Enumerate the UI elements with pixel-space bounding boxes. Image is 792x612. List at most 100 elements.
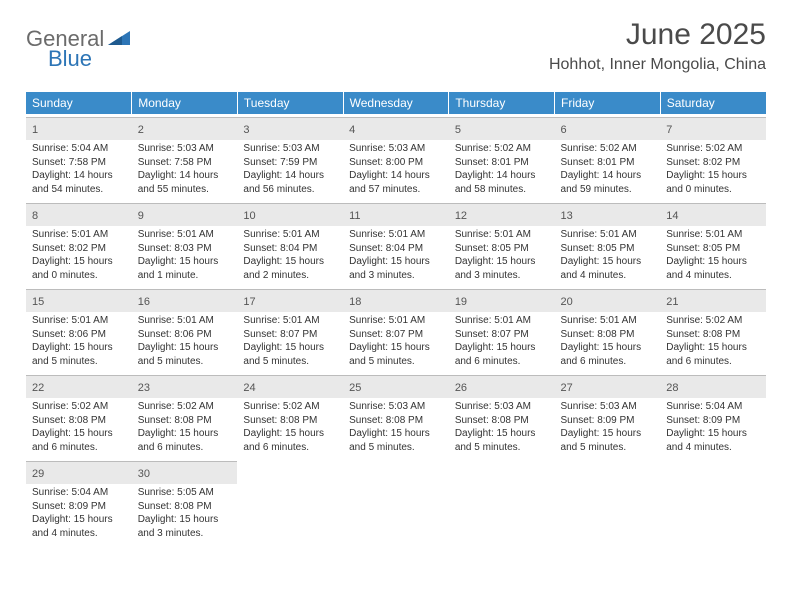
calendar-day-cell: 7Sunrise: 5:02 AMSunset: 8:02 PMDaylight… — [660, 114, 766, 200]
day-sunrise: Sunrise: 5:01 AM — [561, 314, 655, 328]
weekday-header: Sunday — [26, 92, 132, 114]
calendar-day-cell — [555, 458, 661, 544]
day-daylight2: and 3 minutes. — [455, 269, 549, 283]
day-number: 1 — [32, 124, 38, 136]
day-sunrise: Sunrise: 5:01 AM — [32, 228, 126, 242]
day-info: Sunrise: 5:01 AMSunset: 8:07 PMDaylight:… — [243, 312, 337, 368]
calendar-day-cell: 22 Sunrise: 5:02 AMSunset: 8:08 PMDayligh… — [26, 372, 132, 458]
day-daylight2: and 54 minutes. — [32, 183, 126, 197]
calendar-day-cell: 14Sunrise: 5:01 AMSunset: 8:05 PMDayligh… — [660, 200, 766, 286]
month-title: June 2025 — [549, 18, 766, 52]
day-sunset: Sunset: 7:59 PM — [243, 156, 337, 170]
day-info: Sunrise: 5:02 AMSunset: 8:08 PMDaylight:… — [666, 312, 760, 368]
calendar-week-row: 15 Sunrise: 5:01 AMSunset: 8:06 PMDayligh… — [26, 286, 766, 372]
day-daylight2: and 6 minutes. — [666, 355, 760, 369]
day-daylight2: and 4 minutes. — [666, 269, 760, 283]
day-sunrise: Sunrise: 5:01 AM — [349, 314, 443, 328]
day-sunset: Sunset: 8:01 PM — [561, 156, 655, 170]
day-daylight2: and 58 minutes. — [455, 183, 549, 197]
day-info: Sunrise: 5:01 AMSunset: 8:07 PMDaylight:… — [455, 312, 549, 368]
day-daylight1: Daylight: 15 hours — [561, 341, 655, 355]
day-daylight2: and 6 minutes. — [243, 441, 337, 455]
day-daylight2: and 4 minutes. — [666, 441, 760, 455]
day-daylight2: and 2 minutes. — [243, 269, 337, 283]
day-info: Sunrise: 5:03 AMSunset: 7:59 PMDaylight:… — [243, 140, 337, 196]
day-sunset: Sunset: 8:05 PM — [455, 242, 549, 256]
day-info: Sunrise: 5:01 AMSunset: 8:06 PMDaylight:… — [138, 312, 232, 368]
calendar-day-cell: 26Sunrise: 5:03 AMSunset: 8:08 PMDayligh… — [449, 372, 555, 458]
day-number: 13 — [561, 210, 573, 222]
day-sunset: Sunset: 8:09 PM — [32, 500, 126, 514]
day-number: 10 — [243, 210, 255, 222]
day-number: 9 — [138, 210, 144, 222]
day-number: 20 — [561, 296, 573, 308]
day-daylight1: Daylight: 14 hours — [455, 169, 549, 183]
day-info: Sunrise: 5:03 AMSunset: 8:08 PMDaylight:… — [349, 398, 443, 454]
day-number: 19 — [455, 296, 467, 308]
day-sunrise: Sunrise: 5:04 AM — [666, 400, 760, 414]
day-sunrise: Sunrise: 5:01 AM — [455, 228, 549, 242]
day-sunrise: Sunrise: 5:05 AM — [138, 486, 232, 500]
day-daylight1: Daylight: 15 hours — [455, 341, 549, 355]
brand-word-2: Blue — [48, 46, 92, 72]
day-daylight1: Daylight: 15 hours — [561, 255, 655, 269]
calendar-day-cell: 27Sunrise: 5:03 AMSunset: 8:09 PMDayligh… — [555, 372, 661, 458]
day-sunset: Sunset: 8:02 PM — [32, 242, 126, 256]
brand-triangle-icon — [108, 27, 130, 45]
calendar-day-cell: 6Sunrise: 5:02 AMSunset: 8:01 PMDaylight… — [555, 114, 661, 200]
day-daylight1: Daylight: 15 hours — [349, 427, 443, 441]
day-number: 25 — [349, 382, 361, 394]
day-info: Sunrise: 5:01 AMSunset: 8:03 PMDaylight:… — [138, 226, 232, 282]
calendar-day-cell: 11Sunrise: 5:01 AMSunset: 8:04 PMDayligh… — [343, 200, 449, 286]
day-daylight1: Daylight: 15 hours — [138, 513, 232, 527]
calendar-week-row: 1 Sunrise: 5:04 AMSunset: 7:58 PMDaylight… — [26, 114, 766, 200]
calendar-day-cell: 12Sunrise: 5:01 AMSunset: 8:05 PMDayligh… — [449, 200, 555, 286]
day-sunrise: Sunrise: 5:03 AM — [138, 142, 232, 156]
calendar-day-cell: 1 Sunrise: 5:04 AMSunset: 7:58 PMDaylight… — [26, 114, 132, 200]
day-info: Sunrise: 5:01 AMSunset: 8:05 PMDaylight:… — [455, 226, 549, 282]
weekday-header: Monday — [132, 92, 238, 114]
day-info: Sunrise: 5:01 AMSunset: 8:05 PMDaylight:… — [666, 226, 760, 282]
day-daylight1: Daylight: 15 hours — [243, 341, 337, 355]
day-sunset: Sunset: 8:08 PM — [243, 414, 337, 428]
calendar-day-cell: 5Sunrise: 5:02 AMSunset: 8:01 PMDaylight… — [449, 114, 555, 200]
day-info: Sunrise: 5:03 AMSunset: 7:58 PMDaylight:… — [138, 140, 232, 196]
day-info: Sunrise: 5:03 AMSunset: 8:09 PMDaylight:… — [561, 398, 655, 454]
day-sunrise: Sunrise: 5:03 AM — [455, 400, 549, 414]
day-info: Sunrise: 5:04 AMSunset: 8:09 PMDaylight:… — [32, 484, 126, 540]
day-sunset: Sunset: 8:01 PM — [455, 156, 549, 170]
day-sunset: Sunset: 8:04 PM — [243, 242, 337, 256]
day-daylight2: and 1 minute. — [138, 269, 232, 283]
day-info: Sunrise: 5:02 AMSunset: 8:08 PMDaylight:… — [243, 398, 337, 454]
title-block: June 2025 Hohhot, Inner Mongolia, China — [549, 18, 766, 74]
day-sunrise: Sunrise: 5:01 AM — [138, 314, 232, 328]
calendar-header-row: Sunday Monday Tuesday Wednesday Thursday… — [26, 92, 766, 114]
day-daylight1: Daylight: 14 hours — [349, 169, 443, 183]
day-info: Sunrise: 5:04 AMSunset: 7:58 PMDaylight:… — [32, 140, 126, 196]
day-number: 30 — [138, 468, 150, 480]
day-daylight2: and 5 minutes. — [561, 441, 655, 455]
day-number: 15 — [32, 296, 44, 308]
day-sunset: Sunset: 8:09 PM — [666, 414, 760, 428]
day-sunset: Sunset: 8:04 PM — [349, 242, 443, 256]
day-sunrise: Sunrise: 5:01 AM — [349, 228, 443, 242]
day-daylight1: Daylight: 14 hours — [32, 169, 126, 183]
day-info: Sunrise: 5:02 AMSunset: 8:08 PMDaylight:… — [32, 398, 126, 454]
calendar-day-cell: 20Sunrise: 5:01 AMSunset: 8:08 PMDayligh… — [555, 286, 661, 372]
weekday-header: Saturday — [660, 92, 766, 114]
day-sunrise: Sunrise: 5:02 AM — [666, 142, 760, 156]
day-daylight2: and 5 minutes. — [32, 355, 126, 369]
day-info: Sunrise: 5:05 AMSunset: 8:08 PMDaylight:… — [138, 484, 232, 540]
day-number: 23 — [138, 382, 150, 394]
calendar-day-cell — [660, 458, 766, 544]
day-info: Sunrise: 5:01 AMSunset: 8:07 PMDaylight:… — [349, 312, 443, 368]
day-sunset: Sunset: 8:02 PM — [666, 156, 760, 170]
day-daylight1: Daylight: 15 hours — [243, 255, 337, 269]
day-daylight2: and 0 minutes. — [32, 269, 126, 283]
calendar-body: 1 Sunrise: 5:04 AMSunset: 7:58 PMDaylight… — [26, 114, 766, 544]
day-info: Sunrise: 5:01 AMSunset: 8:04 PMDaylight:… — [349, 226, 443, 282]
day-number: 22 — [32, 382, 44, 394]
day-sunrise: Sunrise: 5:04 AM — [32, 486, 126, 500]
day-daylight2: and 5 minutes. — [349, 441, 443, 455]
day-sunrise: Sunrise: 5:01 AM — [243, 228, 337, 242]
